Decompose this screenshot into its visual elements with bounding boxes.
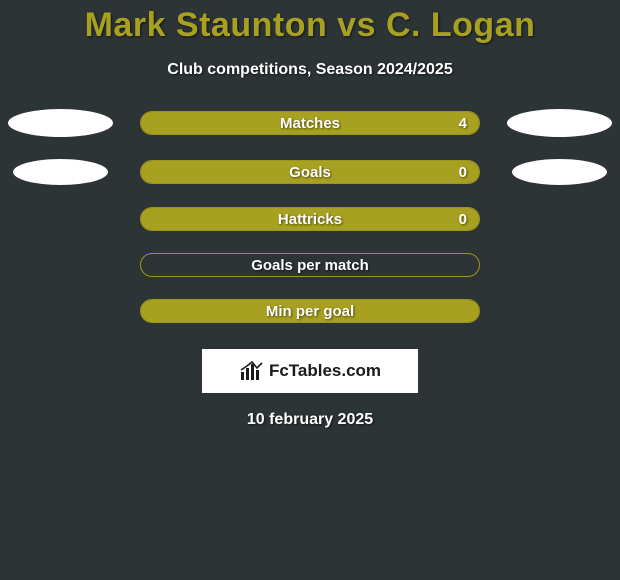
stat-row: Min per goal <box>8 299 612 323</box>
stat-bar: Min per goal <box>140 299 480 323</box>
bar-wrap: Hattricks 0 <box>121 207 499 231</box>
player-oval-right <box>512 159 607 185</box>
page-subtitle: Club competitions, Season 2024/2025 <box>0 61 620 79</box>
logo-box: FcTables.com <box>202 349 418 393</box>
stat-value: 0 <box>459 164 467 181</box>
stat-row: Goals per match <box>8 253 612 277</box>
stat-bar: Goals per match <box>140 253 480 277</box>
stat-bar: Matches 4 <box>140 111 480 135</box>
stat-label: Goals <box>289 164 331 181</box>
stat-row: Matches 4 <box>8 109 612 137</box>
stat-bar: Goals 0 <box>140 160 480 184</box>
player-oval-right <box>507 109 612 137</box>
bar-wrap: Matches 4 <box>121 111 499 135</box>
bar-wrap: Min per goal <box>121 299 499 323</box>
stat-rows: Matches 4 Goals 0 Hattricks 0 Goals per match M… <box>0 109 620 323</box>
stat-value: 4 <box>459 115 467 132</box>
bar-wrap: Goals 0 <box>121 160 499 184</box>
page: Mark Staunton vs C. Logan Club competiti… <box>0 0 620 580</box>
stat-bar: Hattricks 0 <box>140 207 480 231</box>
page-title: Mark Staunton vs C. Logan <box>0 0 620 45</box>
stat-label: Min per goal <box>266 303 354 320</box>
player-oval-left <box>8 109 113 137</box>
stat-label: Matches <box>280 115 340 132</box>
stat-row: Goals 0 <box>8 159 612 185</box>
bar-wrap: Goals per match <box>121 253 499 277</box>
stat-row: Hattricks 0 <box>8 207 612 231</box>
stat-label: Goals per match <box>251 257 369 274</box>
date-text: 10 february 2025 <box>0 411 620 429</box>
logo-text: FcTables.com <box>269 361 381 381</box>
stat-value: 0 <box>459 211 467 228</box>
stat-label: Hattricks <box>278 211 342 228</box>
bar-chart-icon <box>239 360 265 382</box>
player-oval-left <box>13 159 108 185</box>
